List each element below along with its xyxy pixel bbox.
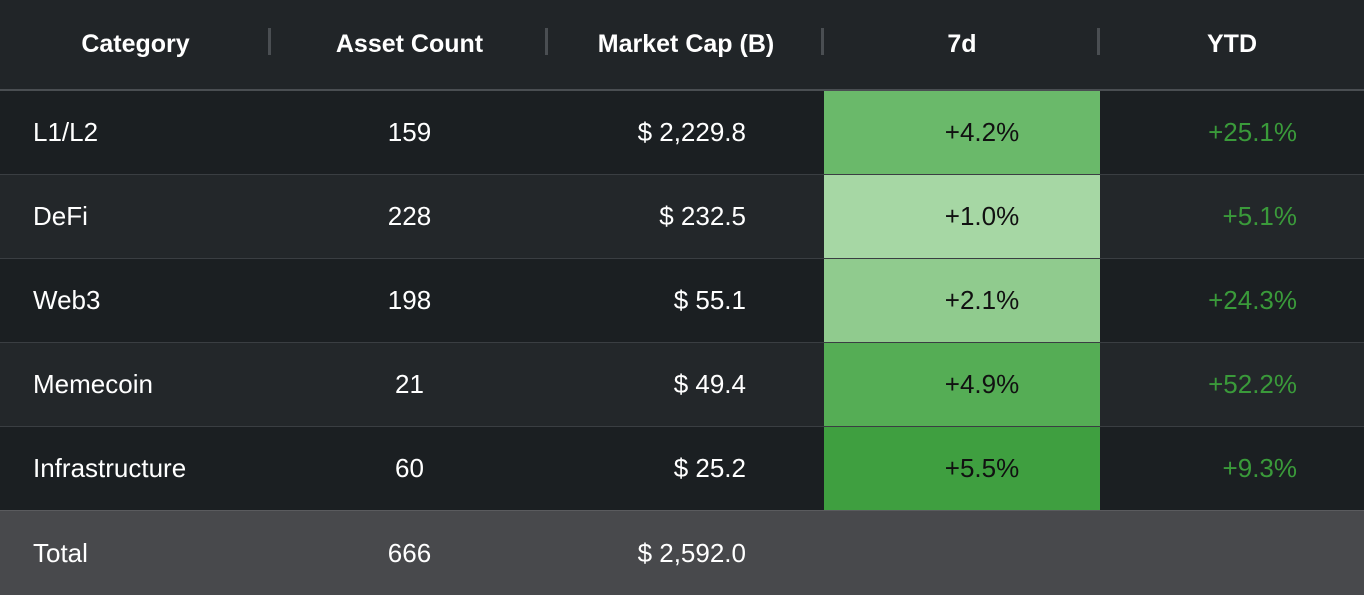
- column-header-asset-count[interactable]: Asset Count: [271, 0, 548, 89]
- asset-count-cell: 159: [387, 117, 432, 147]
- column-header-category[interactable]: Category: [0, 0, 271, 89]
- change-7d-cell: +4.9%: [824, 343, 1100, 426]
- column-divider[interactable]: [1097, 28, 1100, 55]
- table-row[interactable]: Infrastructure 60 $ 25.2 +5.5% +9.3%: [0, 427, 1364, 511]
- table-row[interactable]: DeFi 228 $ 232.5 +1.0% +5.1%: [0, 175, 1364, 259]
- table-row[interactable]: Memecoin 21 $ 49.4 +4.9% +52.2%: [0, 343, 1364, 427]
- change-7d-cell: +1.0%: [824, 175, 1100, 258]
- column-header-market-cap[interactable]: Market Cap (B): [548, 0, 824, 89]
- table-body: L1/L2 159 $ 2,229.8 +4.2% +25.1% DeFi 22…: [0, 91, 1364, 511]
- change-7d-cell: +5.5%: [824, 427, 1100, 510]
- market-cap-cell: $ 232.5: [659, 201, 746, 231]
- market-cap-cell: $ 49.4: [673, 369, 746, 399]
- ytd-cell: +5.1%: [1222, 201, 1297, 231]
- total-7d-empty: [824, 511, 1100, 595]
- column-header-label: YTD: [1207, 30, 1257, 58]
- total-ytd-empty: [1100, 511, 1364, 595]
- category-cell: L1/L2: [33, 117, 99, 147]
- market-cap-cell: $ 25.2: [673, 453, 746, 483]
- market-cap-cell: $ 2,229.8: [637, 117, 746, 147]
- table-header: Category Asset Count Market Cap (B) 7d Y…: [0, 0, 1364, 91]
- category-cell: DeFi: [33, 201, 88, 231]
- total-row: Total 666 $ 2,592.0: [0, 510, 1364, 595]
- asset-count-cell: 198: [387, 285, 432, 315]
- ytd-cell: +24.3%: [1208, 285, 1297, 315]
- column-header-7d[interactable]: 7d: [824, 0, 1100, 89]
- column-header-label: Category: [81, 30, 190, 58]
- column-divider[interactable]: [821, 28, 824, 55]
- column-divider[interactable]: [545, 28, 548, 55]
- table-row[interactable]: Web3 198 $ 55.1 +2.1% +24.3%: [0, 259, 1364, 343]
- category-cell: Infrastructure: [33, 453, 187, 483]
- category-cell: Memecoin: [33, 369, 153, 399]
- ytd-cell: +52.2%: [1208, 369, 1297, 399]
- column-header-label: 7d: [947, 30, 977, 58]
- market-cap-cell: $ 55.1: [673, 285, 746, 315]
- total-market-cap: $ 2,592.0: [637, 537, 746, 568]
- column-divider[interactable]: [268, 28, 271, 55]
- asset-count-cell: 21: [395, 369, 424, 399]
- category-cell: Web3: [33, 285, 101, 315]
- total-label: Total: [33, 537, 88, 568]
- ytd-cell: +9.3%: [1222, 453, 1297, 483]
- table-row[interactable]: L1/L2 159 $ 2,229.8 +4.2% +25.1%: [0, 91, 1364, 175]
- change-7d-cell: +2.1%: [824, 259, 1100, 342]
- asset-count-cell: 228: [387, 201, 432, 231]
- asset-count-cell: 60: [395, 453, 424, 483]
- column-header-ytd[interactable]: YTD: [1100, 0, 1364, 89]
- change-7d-cell: +4.2%: [824, 91, 1100, 174]
- total-asset-count: 666: [387, 537, 432, 568]
- ytd-cell: +25.1%: [1208, 117, 1297, 147]
- column-header-label: Market Cap (B): [597, 30, 775, 58]
- column-header-label: Asset Count: [335, 30, 484, 58]
